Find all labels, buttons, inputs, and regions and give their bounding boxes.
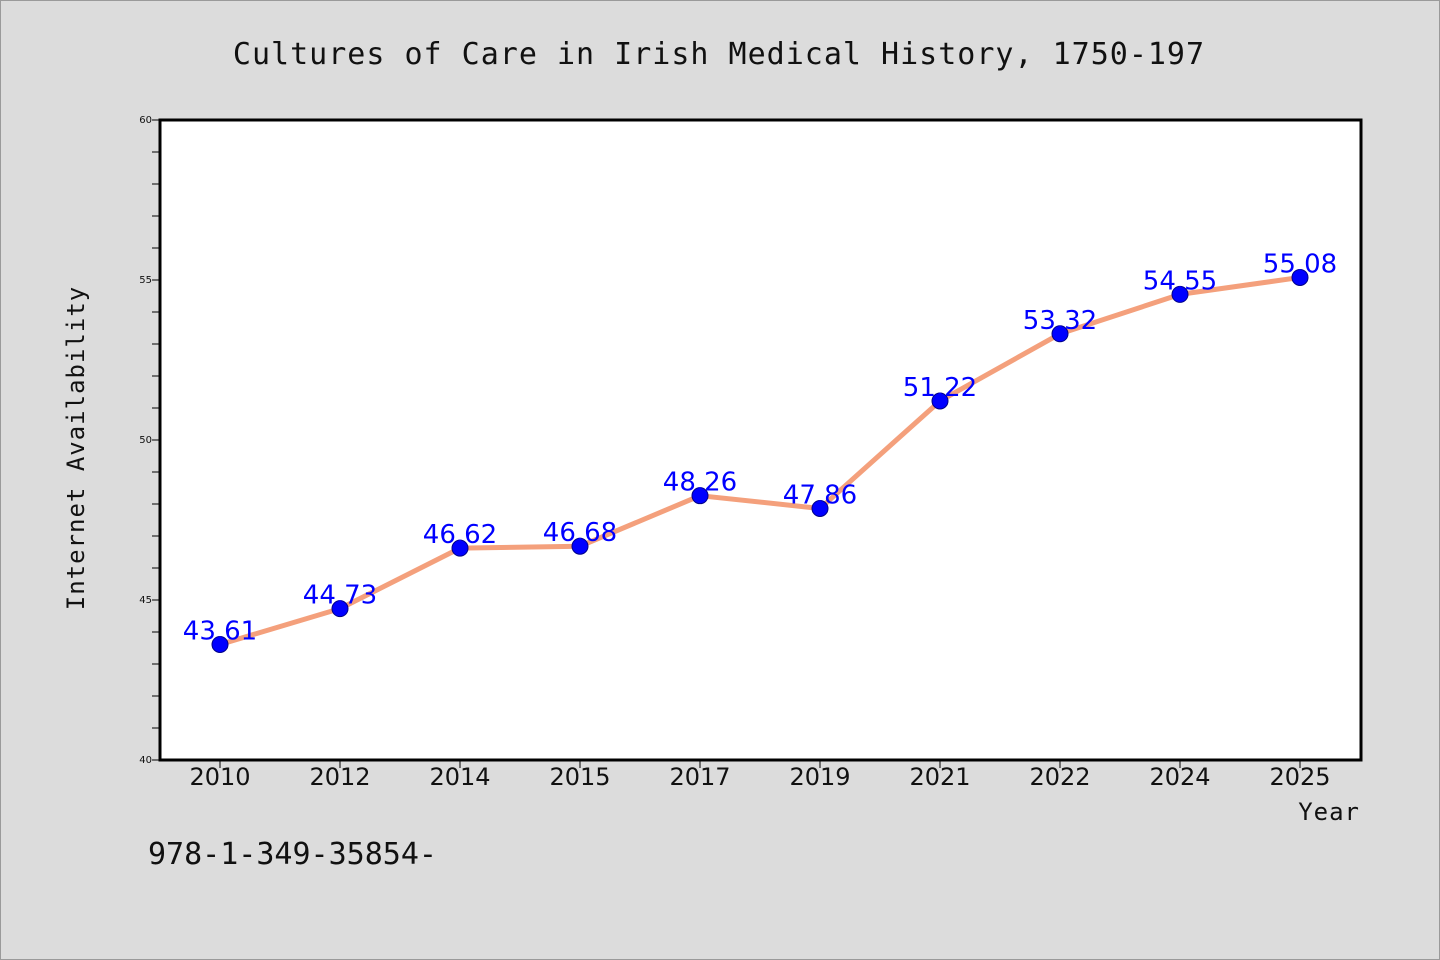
data-point: [451, 539, 469, 557]
x-tick-labels: 2010 2012 2014 2015 2017 2019 2021 2022 2024 2025: [189, 763, 1330, 791]
data-label: 47.86: [783, 480, 857, 510]
y-tick-label: 45: [139, 595, 152, 606]
data-label: 55.08: [1263, 249, 1337, 279]
y-axis-label: Internet Availability: [62, 286, 90, 610]
data-label: 46.62: [423, 520, 497, 550]
data-point: [811, 499, 829, 517]
y-tick-label: 55: [139, 275, 152, 286]
y-minor-ticks: [152, 119, 160, 761]
y-tick-label: 50: [139, 435, 152, 446]
x-tick-label: 2014: [429, 763, 490, 791]
data-point: [1291, 268, 1309, 286]
data-label: 51.22: [903, 373, 977, 403]
data-point: [571, 537, 589, 555]
x-tick-label: 2019: [789, 763, 850, 791]
data-label: 46.68: [543, 518, 617, 548]
x-ticks: [219, 760, 1301, 768]
x-tick-label: 2021: [909, 763, 970, 791]
x-axis-label: Year: [1298, 798, 1360, 826]
data-point: [211, 635, 229, 653]
x-tick-label: 2022: [1029, 763, 1090, 791]
data-label: 43.61: [183, 616, 257, 646]
data-point: [1171, 285, 1189, 303]
x-tick-label: 2024: [1149, 763, 1210, 791]
x-tick-label: 2017: [669, 763, 730, 791]
y-tick-label: 40: [139, 755, 152, 766]
series-line: [217, 274, 1303, 647]
data-label: 53.32: [1023, 306, 1097, 336]
data-labels: 43.61 44.73 46.62 46.68 48.26 47.86 51.22 53.32…: [183, 249, 1337, 646]
data-label: 54.55: [1143, 266, 1217, 296]
data-points: [211, 268, 1309, 653]
chart-title: Cultures of Care in Irish Medical Histor…: [233, 37, 1205, 72]
data-point: [931, 392, 949, 410]
x-tick-label: 2012: [309, 763, 370, 791]
x-tick-label: 2025: [1269, 763, 1330, 791]
data-point: [1051, 325, 1069, 343]
y-tick-labels: 40 45 50 55 60: [139, 115, 152, 766]
y-tick-label: 60: [139, 115, 152, 126]
x-tick-label: 2015: [549, 763, 610, 791]
footer-text: 978-1-349-35854-: [148, 837, 437, 872]
plot-area: [158, 118, 1363, 762]
data-point: [691, 487, 709, 505]
data-label: 48.26: [663, 468, 737, 498]
data-point: [331, 600, 349, 618]
data-label: 44.73: [303, 581, 377, 611]
x-tick-label: 2010: [189, 763, 250, 791]
